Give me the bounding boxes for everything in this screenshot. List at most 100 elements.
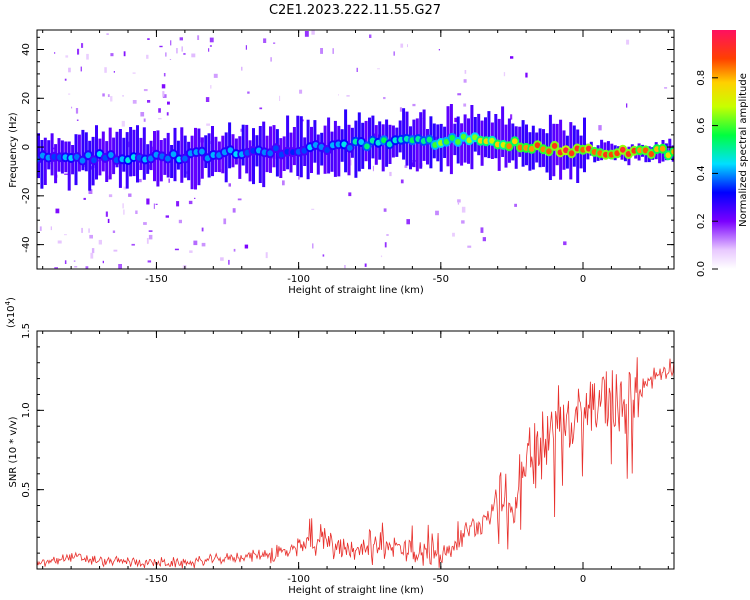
heatmap-noise-cell — [503, 72, 506, 77]
heatmap-noise-cell — [463, 79, 467, 83]
heatmap-ridge-core — [386, 141, 393, 148]
heatmap-band-cell — [658, 145, 662, 164]
heatmap-noise-cell — [400, 179, 404, 184]
heatmap-noise-cell — [131, 243, 135, 246]
heatmap-noise-cell — [241, 66, 243, 71]
heatmap-ridge-core — [563, 147, 569, 154]
heatmap-noise-cell — [91, 248, 95, 254]
heatmap-noise-cell — [273, 42, 276, 44]
heatmap-noise-cell — [122, 95, 124, 97]
snr-scale-suffix: ) — [6, 297, 17, 301]
heatmap-noise-cell — [338, 94, 339, 96]
heatmap-band-cell — [292, 127, 296, 166]
heatmap-ridge-core — [381, 137, 387, 144]
snr-x-ticks: -150 -100 -50 0 — [42, 331, 669, 585]
snr-y-ticks: 0.5 1.0 1.5 — [21, 323, 674, 570]
heatmap-noise-cell — [71, 106, 73, 109]
heatmap-noise-cell — [178, 219, 182, 224]
heatmap-noise-cell — [344, 265, 346, 269]
heatmap-noise-cell — [167, 101, 170, 105]
heatmap-noise-cell — [113, 249, 118, 252]
heatmap-noise-cell — [143, 222, 147, 225]
heatmap-noise-cell — [176, 201, 180, 207]
heatmap-noise-cell — [247, 91, 250, 94]
heatmap-band-cell — [501, 106, 505, 157]
heatmap-noise-cell — [312, 243, 314, 249]
colorbar-tick-label: 0.0 — [696, 261, 707, 277]
heatmap-noise-cell — [189, 250, 193, 253]
heatmap-ridge-core — [512, 138, 518, 145]
heatmap-noise-cell — [356, 67, 358, 72]
x-tick-label: -50 — [433, 574, 449, 585]
snr-scale-prefix: (x10 — [6, 305, 17, 328]
heatmap-band-cell — [115, 131, 119, 168]
heatmap-band-cell — [296, 115, 300, 176]
heatmap-noise-cell — [197, 35, 200, 40]
heatmap-noise-cell — [201, 242, 206, 247]
heatmap-band-cell — [426, 129, 429, 165]
heatmap-band-cell — [54, 144, 58, 184]
heatmap-noise-cell — [140, 112, 145, 117]
y-tick-label: 40 — [21, 43, 32, 56]
heatmap-noise-cell — [563, 241, 567, 246]
heatmap-noise-cell — [348, 192, 352, 197]
heatmap-noise-cell — [228, 259, 230, 265]
colorbar-ticks: 0.0 0.2 0.4 0.6 0.8 — [696, 70, 718, 277]
heatmap-noise-cell — [80, 66, 82, 72]
heatmap-band-cell — [129, 127, 133, 177]
colorbar-label: Normalized spectral amplitude — [738, 73, 749, 227]
heatmap-noise-cell — [383, 97, 386, 100]
heatmap-noise-cell — [205, 97, 210, 102]
heatmap-noise-cell — [158, 118, 162, 120]
heatmap-band-cell — [241, 124, 245, 166]
heatmap-noise-cell — [438, 49, 440, 51]
heatmap-noise-cell — [259, 107, 263, 110]
heatmap-noise-cell — [102, 93, 105, 97]
heatmap-noise-cell — [107, 218, 110, 223]
heatmap-band-cell — [40, 140, 44, 189]
heatmap-noise-cell — [201, 227, 204, 232]
heatmap-noise-cell — [64, 78, 67, 81]
svg-text:(x104): (x104) — [4, 297, 17, 328]
heatmap-noise-cell — [54, 52, 56, 54]
heatmap-ridge-core — [489, 137, 495, 144]
heatmap-ridge-core — [301, 147, 308, 154]
heatmap-noise-cell — [123, 209, 125, 215]
heatmap-noise-cell — [233, 248, 236, 252]
heatmap-ridge-core — [85, 152, 91, 159]
heatmap-noise-cell — [377, 68, 380, 70]
heatmap-noise-cell — [148, 234, 153, 240]
colorbar: 0.0 0.2 0.4 0.6 0.8 Normalized spectral ampl… — [696, 30, 749, 277]
heatmap-ridge-core — [341, 141, 347, 148]
heatmap-ridge-core — [426, 136, 433, 143]
heatmap-ridge-core — [472, 134, 478, 141]
heatmap-noise-cell — [143, 118, 146, 122]
heatmap-noise-cell — [457, 199, 461, 203]
heatmap-noise-cell — [457, 202, 460, 205]
x-tick-label: -150 — [145, 274, 168, 285]
heatmap-ridge-core — [506, 143, 512, 150]
heatmap-noise-cell — [113, 71, 115, 73]
heatmap-band-cell — [354, 120, 358, 178]
heatmap-ridge-core — [108, 152, 114, 158]
heatmap-ridge-core — [648, 151, 655, 157]
y-tick-label: 20 — [21, 92, 32, 105]
y-tick-label: -40 — [21, 236, 32, 252]
heatmap-noise-cell — [74, 266, 78, 268]
heatmap-noise-cell — [369, 34, 372, 38]
heatmap-noise-cell — [209, 37, 214, 43]
heatmap-band-cell — [299, 116, 303, 178]
heatmap-noise-cell — [88, 228, 90, 233]
heatmap-noise-cell — [147, 100, 151, 103]
heatmap-noise-cell — [209, 45, 212, 47]
heatmap-noise-cell — [77, 48, 80, 55]
heatmap-noise-cell — [110, 53, 114, 57]
heatmap-noise-cell — [208, 48, 210, 52]
heatmap-noise-cell — [128, 193, 132, 197]
snr-x-axis-label: Height of straight line (km) — [288, 585, 424, 596]
heatmap-ridge-core — [443, 138, 450, 145]
heatmap-noise-cell — [383, 208, 387, 212]
heatmap-noise-cell — [147, 260, 152, 263]
heatmap-noise-cell — [107, 94, 110, 97]
y-tick-label: -20 — [21, 188, 32, 204]
